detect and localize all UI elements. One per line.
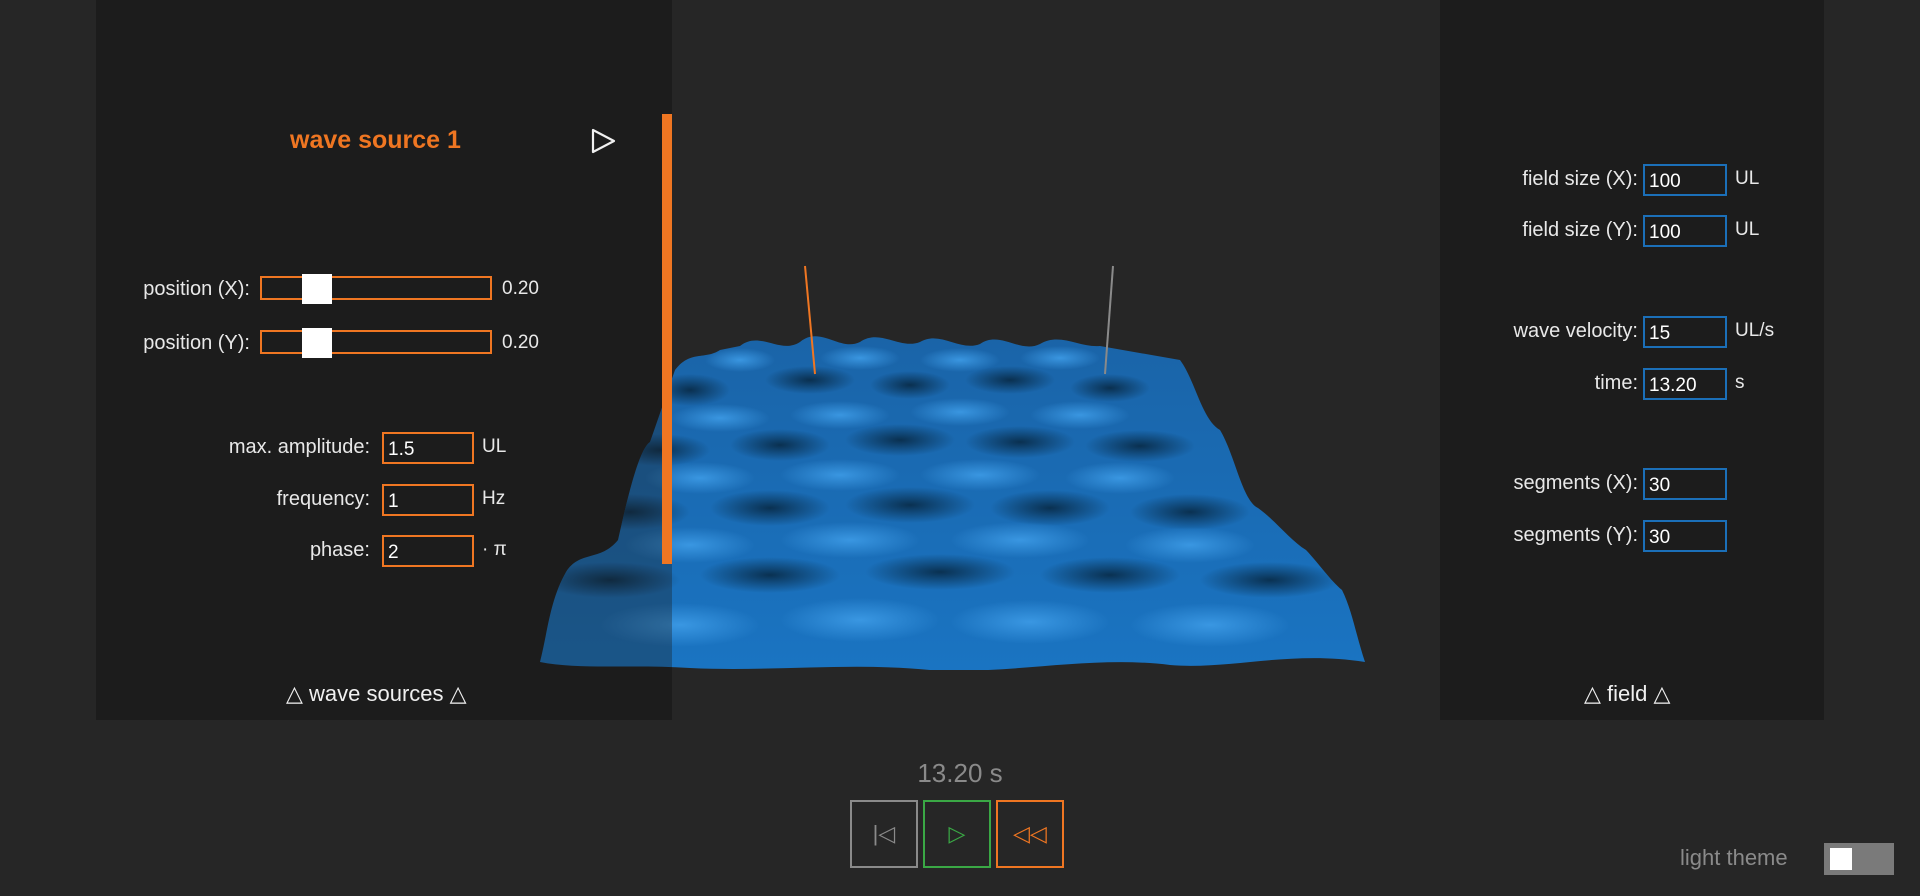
field-toggle[interactable]: △ field △ <box>1584 681 1671 706</box>
reset-button[interactable]: |◁ <box>850 800 918 868</box>
max-amplitude-input[interactable] <box>382 432 474 464</box>
max-amplitude-label: max. amplitude: <box>228 436 370 458</box>
time-input[interactable] <box>1643 368 1727 400</box>
wave-surface-canvas[interactable] <box>530 250 1390 670</box>
position-x-slider-thumb[interactable] <box>302 274 332 304</box>
segments-y-input[interactable] <box>1643 520 1727 552</box>
skip-to-start-icon: |◁ <box>872 821 896 846</box>
phase-input[interactable] <box>382 535 474 567</box>
frequency-unit: Hz <box>482 488 506 509</box>
rewind-icon: ◁◁ <box>1013 821 1047 846</box>
field-size-y-label: field size (Y): <box>1522 219 1638 241</box>
position-y-label: position (Y): <box>143 332 250 354</box>
segments-x-input[interactable] <box>1643 468 1727 500</box>
position-y-slider-thumb[interactable] <box>302 328 332 358</box>
wave-source-1-marker <box>804 265 816 375</box>
wave-source-2-marker <box>1104 265 1114 375</box>
field-size-x-unit: UL <box>1735 168 1760 189</box>
time-label: time: <box>1594 372 1638 394</box>
play-button[interactable]: ▷ <box>923 800 991 868</box>
wave-source-title: wave source 1 <box>290 126 461 154</box>
wave-sources-toggle[interactable]: △ wave sources △ <box>286 681 467 706</box>
play-icon: ▷ <box>948 821 966 846</box>
theme-toggle-knob <box>1830 848 1852 870</box>
position-x-label: position (X): <box>143 278 250 300</box>
play-outline-icon[interactable] <box>588 126 618 156</box>
position-x-value: 0.20 <box>502 278 539 299</box>
theme-label: light theme <box>1680 845 1788 870</box>
frequency-label: frequency: <box>276 488 370 510</box>
theme-toggle[interactable] <box>1824 843 1894 875</box>
phase-unit: · π <box>482 539 507 560</box>
field-panel <box>1440 0 1824 720</box>
position-x-slider[interactable] <box>260 274 492 304</box>
position-y-value: 0.20 <box>502 332 539 353</box>
max-amplitude-unit: UL <box>482 436 507 457</box>
wave-velocity-input[interactable] <box>1643 316 1727 348</box>
field-size-x-input[interactable] <box>1643 164 1727 196</box>
field-size-y-input[interactable] <box>1643 215 1727 247</box>
rewind-button[interactable]: ◁◁ <box>996 800 1064 868</box>
field-size-x-label: field size (X): <box>1522 168 1638 190</box>
segments-x-label: segments (X): <box>1513 472 1638 494</box>
frequency-input[interactable] <box>382 484 474 516</box>
phase-label: phase: <box>309 539 370 561</box>
segments-y-label: segments (Y): <box>1513 524 1638 546</box>
time-unit: s <box>1735 372 1745 393</box>
wave-velocity-unit: UL/s <box>1735 320 1775 341</box>
wave-velocity-label: wave velocity: <box>1513 320 1639 342</box>
scroll-indicator[interactable] <box>662 114 672 564</box>
time-display: 13.20 s <box>917 758 1003 788</box>
position-y-slider[interactable] <box>260 328 492 358</box>
field-size-y-unit: UL <box>1735 219 1760 240</box>
